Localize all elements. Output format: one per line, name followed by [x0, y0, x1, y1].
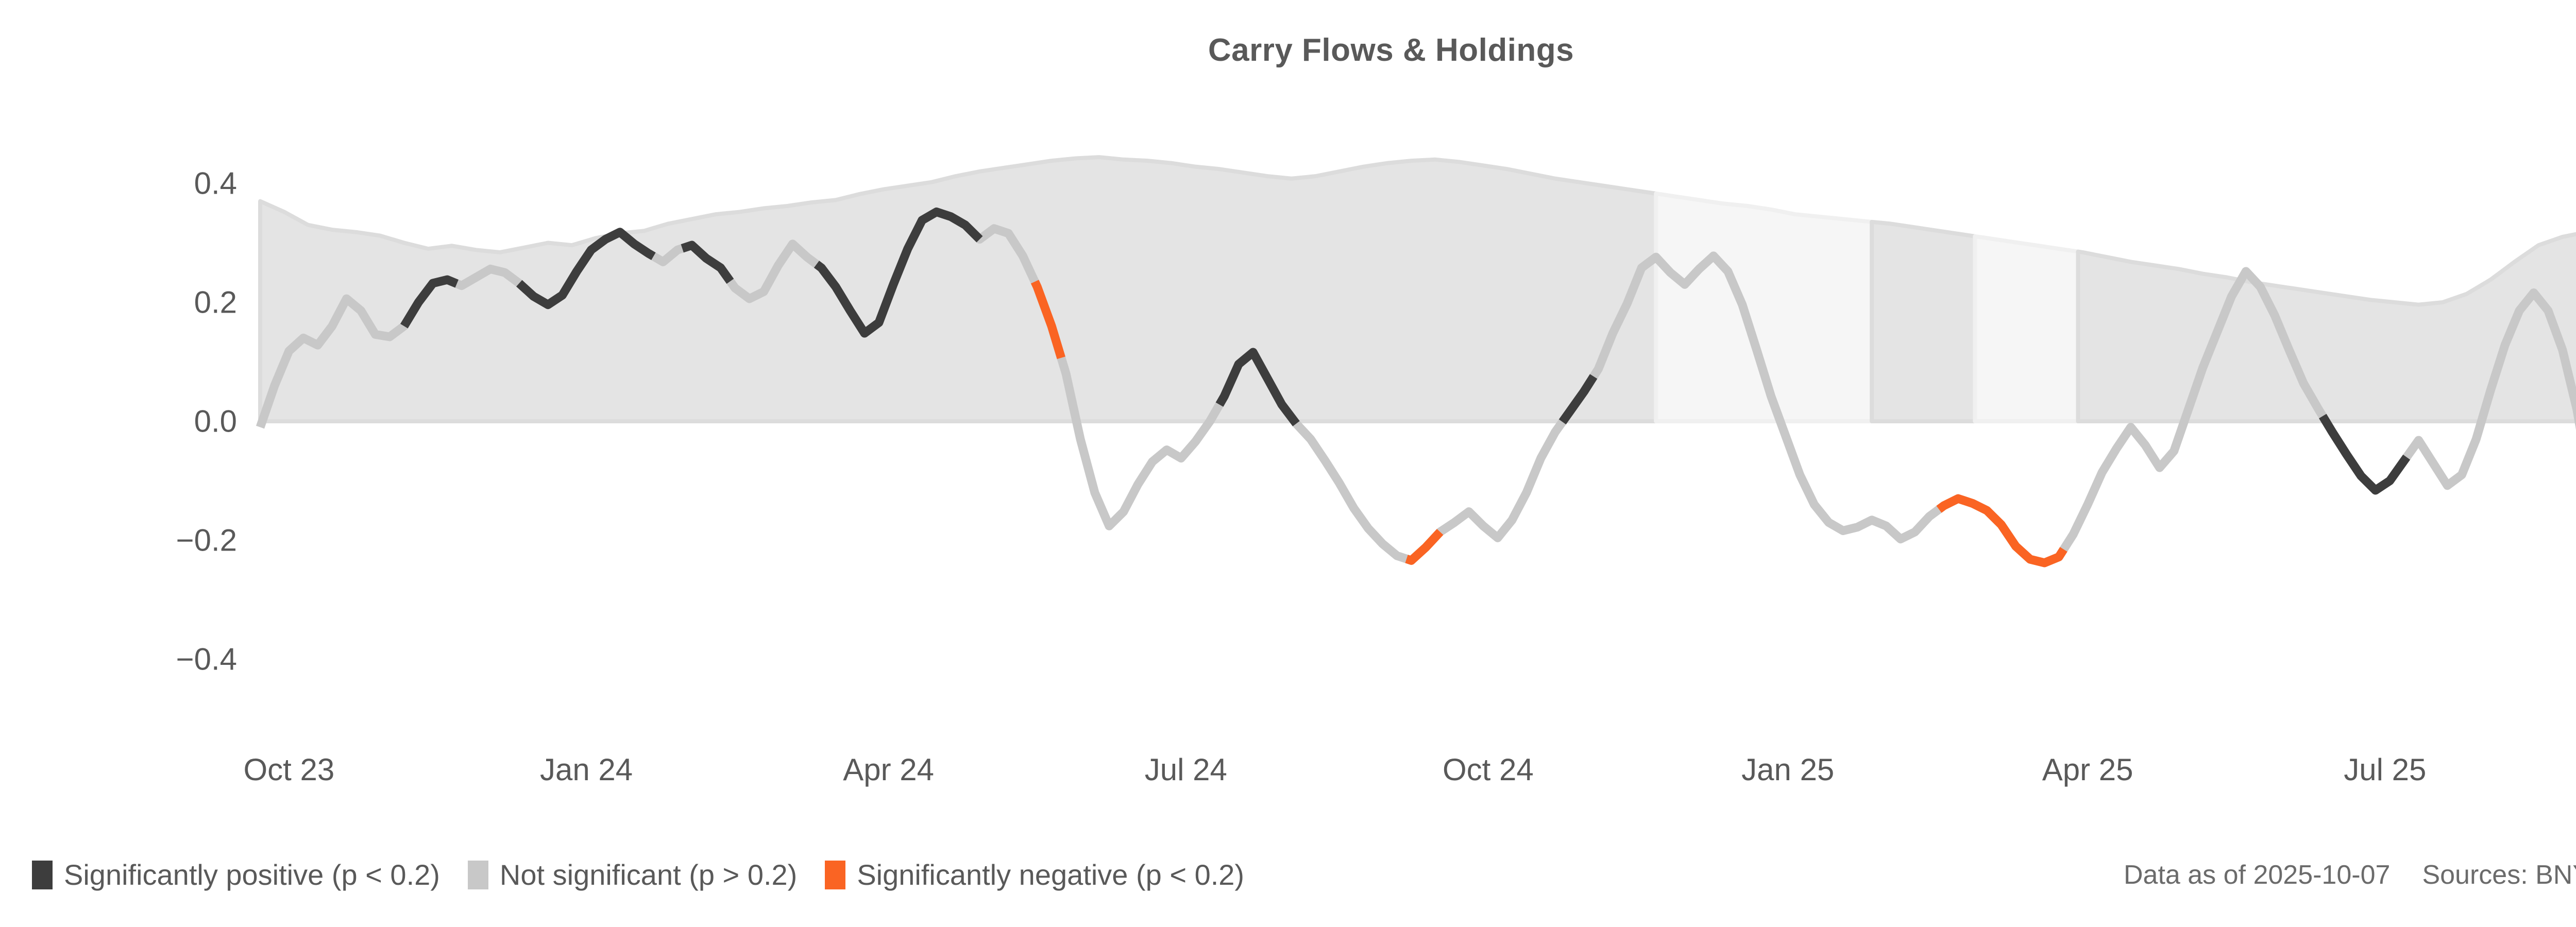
legend-item-significantly-positive[interactable]: Significantly positive (p < 0.2) [32, 861, 440, 889]
page-title: Carry Flows & Holdings [1208, 32, 1574, 68]
legend-label-negative: Significantly negative (p < 0.2) [857, 859, 1245, 891]
holdings-band-significant [258, 155, 1658, 423]
x-tick-label: Jul 25 [2344, 752, 2427, 787]
holdings-band-significant [2076, 232, 2576, 423]
x-tick-label: Jul 24 [1144, 752, 1227, 787]
carry-flow-line-not-significant [256, 207, 2576, 568]
x-tick-label: Jan 25 [1741, 752, 1835, 787]
legend-item-not-significant[interactable]: Not significant (p > 0.2) [467, 859, 798, 891]
legend-swatch-positive [32, 861, 53, 889]
carry-flow-line-positive [1215, 348, 1300, 426]
carry-flow-line-positive [681, 241, 734, 284]
y-tick-label: 0.4 [194, 166, 237, 201]
legend-label-positive: Significantly positive (p < 0.2) [64, 859, 440, 891]
data-as-of-note: Data as of 2025-10-07 [2123, 860, 2391, 890]
holdings-band-not-significant [1973, 234, 2080, 423]
carry-flow-line-positive [2319, 414, 2411, 495]
legend-swatch-negative [825, 861, 846, 889]
carry-flow-line-positive [400, 275, 459, 329]
x-tick-label: Oct 24 [1442, 752, 1534, 787]
y-tick-label: −0.2 [176, 523, 237, 558]
x-tick-label: Apr 25 [2042, 752, 2133, 787]
y-tick-label: −0.4 [176, 642, 237, 677]
carry-flow-line-negative [1405, 529, 1444, 565]
carry-flows-line-layer [256, 207, 2576, 568]
y-tick-label: 0.2 [194, 285, 237, 320]
chart-legend: Significantly positive (p < 0.2) Not sig… [32, 857, 2576, 893]
carry-flow-line-positive [1558, 374, 1598, 425]
carry-flow-line-positive [814, 207, 983, 338]
legend-label-neutral: Not significant (p > 0.2) [499, 859, 798, 891]
x-tick-label: Apr 24 [843, 752, 934, 787]
x-tick-label: Jan 24 [540, 752, 633, 787]
carry-flow-line-negative [1030, 280, 1065, 359]
holdings-band-significant [1870, 219, 1977, 423]
legend-item-significantly-negative[interactable]: Significantly negative (p < 0.2) [825, 861, 1244, 889]
x-tick-label: Oct 23 [243, 752, 335, 787]
holdings-area-layer [258, 155, 2576, 423]
carry-flow-line-negative [1936, 494, 2067, 568]
y-tick-label: 0.0 [194, 404, 237, 439]
sources-note: Sources: BNY, WM/Refinitiv [2422, 860, 2576, 890]
carry-flow-line-positive [516, 228, 656, 310]
legend-swatch-neutral [467, 861, 488, 889]
